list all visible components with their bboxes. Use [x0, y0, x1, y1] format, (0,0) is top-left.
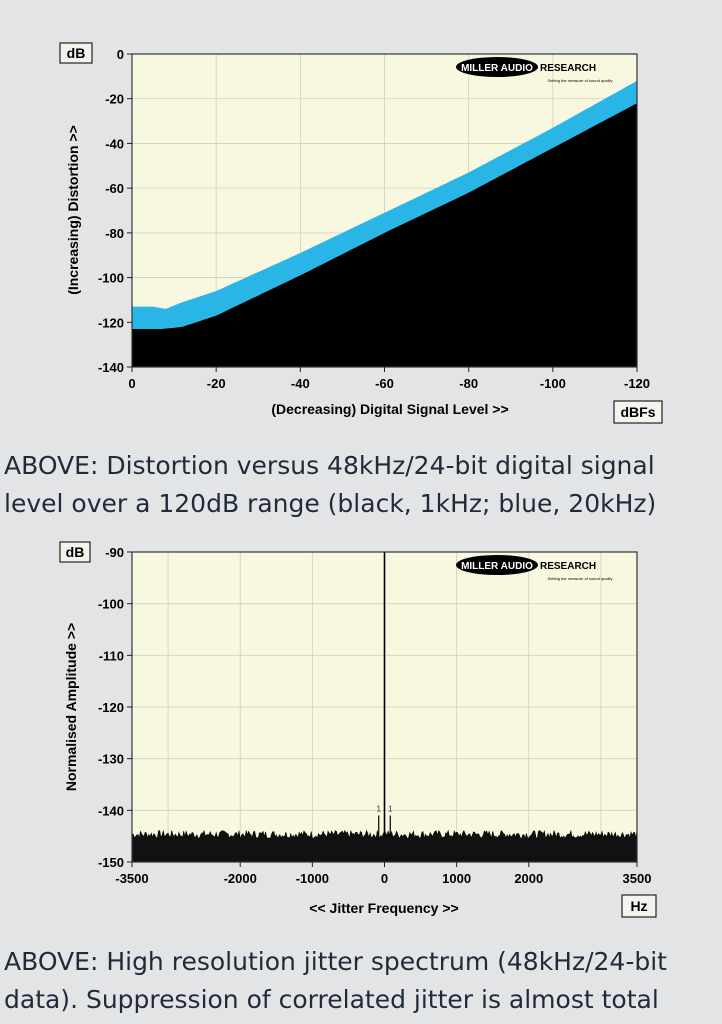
caption-line: ABOVE: High resolution jitter spectrum (…	[4, 947, 667, 976]
distortion-chart: 0 -20 -40 -60 -80 -100 -120 -140 0 -20 -40 -60 -80 -1…	[59, 42, 663, 424]
unit-box-x: Hz	[621, 894, 657, 918]
y-tick-label: -100	[98, 271, 124, 286]
y-tick-label: -150	[98, 855, 124, 870]
caption-line: ABOVE: Distortion versus 48kHz/24-bit di…	[4, 451, 655, 480]
svg-text:Hz: Hz	[630, 898, 647, 914]
y-tick-label: -90	[105, 545, 124, 560]
x-tick-label: -1000	[296, 871, 329, 886]
y-tick-label: -60	[105, 181, 124, 196]
caption-jitter: ABOVE: High resolution jitter spectrum (…	[4, 943, 720, 1019]
x-tick-label: -3500	[115, 871, 148, 886]
svg-text:dBFs: dBFs	[621, 404, 656, 420]
y-tick-label: -130	[98, 752, 124, 767]
y-axis-label: (Increasing) Distortion >>	[65, 125, 81, 295]
peak-label: 1	[377, 805, 382, 814]
y-tick-label: -100	[98, 597, 124, 612]
x-tick-label: -20	[207, 376, 226, 391]
x-tick-label: -40	[291, 376, 310, 391]
svg-text:RESEARCH: RESEARCH	[540, 63, 596, 74]
y-tick-label: 0	[117, 47, 124, 62]
x-axis-label: << Jitter Frequency >>	[309, 900, 458, 916]
unit-box-y: dB	[59, 42, 93, 64]
y-tick-label: -80	[105, 226, 124, 241]
y-tick-label: -120	[98, 315, 124, 330]
x-tick-label: -80	[459, 376, 478, 391]
svg-text:dB: dB	[67, 45, 86, 61]
y-tick-label: -40	[105, 136, 124, 151]
x-tick-label: -60	[375, 376, 394, 391]
y-tick-label: -120	[98, 700, 124, 715]
peak-label: 1	[388, 805, 393, 814]
y-tick-label: -140	[98, 360, 124, 375]
series-20khz-band	[132, 80, 637, 329]
svg-text:MILLER AUDIO: MILLER AUDIO	[461, 561, 533, 572]
x-tick-label: 1000	[442, 871, 471, 886]
x-tick-label: 0	[128, 376, 135, 391]
x-tick-label: 3500	[623, 871, 652, 886]
x-tick-label: -120	[624, 376, 650, 391]
svg-text:dB: dB	[66, 544, 85, 560]
svg-text:Setting the measure of sound q: Setting the measure of sound quality	[548, 576, 613, 581]
svg-text:Setting the measure of sound q: Setting the measure of sound quality	[548, 78, 613, 83]
caption-line: level over a 120dB range (black, 1kHz; b…	[4, 489, 657, 518]
caption-line: data). Suppression of correlated jitter …	[4, 985, 659, 1014]
unit-box-x: dBFs	[613, 400, 663, 424]
svg-text:RESEARCH: RESEARCH	[540, 561, 596, 572]
y-axis-label: Normalised Amplitude >>	[63, 623, 79, 791]
axis-ticks: -90 -100 -110 -120 -130 -140 -150-3500 -2000 -10…	[98, 545, 651, 886]
axis-ticks: 0 -20 -40 -60 -80 -100 -120 -140 0 -20 -40 -60 -80 -1…	[98, 47, 650, 391]
x-tick-label: -2000	[224, 871, 257, 886]
x-axis-label: (Decreasing) Digital Signal Level >>	[271, 401, 508, 417]
unit-box-y: dB	[59, 541, 91, 563]
x-tick-label: 0	[381, 871, 388, 886]
y-tick-label: -140	[98, 803, 124, 818]
caption-distortion: ABOVE: Distortion versus 48kHz/24-bit di…	[4, 447, 720, 523]
miller-audio-logo: MILLER AUDIO RESEARCH Setting the measur…	[456, 555, 612, 581]
svg-text:MILLER AUDIO: MILLER AUDIO	[461, 63, 533, 74]
y-tick-label: -110	[99, 648, 124, 663]
x-tick-label: 2000	[514, 871, 543, 886]
x-tick-label: -100	[540, 376, 566, 391]
miller-audio-logo: MILLER AUDIO RESEARCH Setting the measur…	[456, 57, 612, 83]
y-tick-label: -20	[105, 92, 124, 107]
series-1khz-area	[132, 103, 637, 367]
